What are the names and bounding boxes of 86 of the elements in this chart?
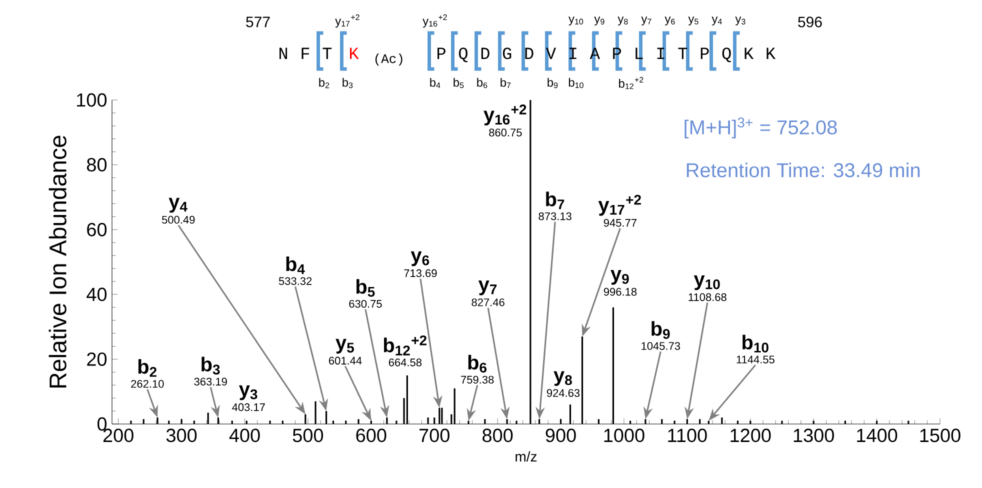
text: y$_{17}$+2 bbox=[335, 14, 360, 28]
annotation: 664.58 bbox=[388, 358, 422, 366]
annotation: 601.44 bbox=[328, 356, 362, 365]
text: 596 bbox=[798, 16, 822, 28]
text: 577 bbox=[246, 16, 270, 28]
text: (Ac) bbox=[375, 54, 402, 66]
x-tick-label: 200 bbox=[103, 428, 134, 442]
annotation: 262.10 bbox=[131, 380, 164, 388]
text: y$_{5}$ bbox=[688, 16, 698, 26]
annotation: y$_{5}$ bbox=[336, 338, 354, 354]
annotation: y$_{17}$+2 bbox=[598, 194, 641, 216]
text: b$_{5}$ bbox=[454, 78, 464, 88]
text: y$_{7}$ bbox=[641, 16, 652, 26]
text: y$_{10}$ bbox=[568, 16, 584, 26]
annotation: 533.32 bbox=[278, 277, 312, 285]
text: y$_{4}$ bbox=[712, 16, 722, 26]
y-tick-label: 0 bbox=[97, 417, 107, 431]
x-tick-label: 1100 bbox=[668, 428, 707, 442]
annotation: 924.63 bbox=[546, 389, 580, 397]
x-tick-label: 400 bbox=[229, 428, 260, 442]
annotation: b$_{5}$ bbox=[356, 279, 375, 297]
y-tick-label: 20 bbox=[87, 352, 107, 366]
text: b$_{12}$+2 bbox=[619, 76, 644, 90]
annotation: 860.75 bbox=[489, 128, 522, 136]
annotation: y$_{8}$ bbox=[554, 371, 572, 386]
text: y$_{9}$ bbox=[594, 16, 604, 26]
text: K bbox=[350, 48, 359, 59]
annotation: [M+H]$^{3+}$ = 752.08 bbox=[684, 118, 837, 138]
x-tick-label: 1200 bbox=[730, 428, 771, 442]
annotation: b$_{3}$ bbox=[202, 356, 220, 375]
y-tick-label: 40 bbox=[86, 288, 107, 302]
annotation: 1144.55 bbox=[736, 356, 774, 364]
x-tick-label: 500 bbox=[292, 428, 324, 442]
annotation: b$_{12}$+2 bbox=[384, 335, 426, 356]
text: y$_{3}$ bbox=[735, 16, 746, 26]
y-tick-label: 60 bbox=[87, 222, 107, 236]
x-tick-label: 600 bbox=[356, 428, 386, 442]
text: b$_{10}$ bbox=[568, 78, 584, 88]
annotation: 759.38 bbox=[461, 376, 494, 384]
annotation: y$_{4}$ bbox=[168, 198, 188, 213]
annotation: 873.13 bbox=[538, 212, 572, 220]
annotation: b$_{10}$ bbox=[742, 334, 768, 353]
annotation: 403.17 bbox=[232, 403, 265, 412]
text: b$_{4}$ bbox=[430, 78, 440, 88]
x-tick-label: 1400 bbox=[857, 428, 898, 442]
x-tick-label: 900 bbox=[546, 428, 576, 442]
x-tick-label: 1000 bbox=[604, 428, 644, 442]
x-tick-label: 300 bbox=[166, 428, 197, 442]
annotation: Retention Time: 33.49 min bbox=[686, 162, 920, 178]
annotation: y$_{3}$ bbox=[238, 385, 258, 400]
text: y$_{16}$+2 bbox=[422, 14, 447, 28]
x-tick-label: 1500 bbox=[920, 428, 960, 442]
y-axis-title: Relative Ion Abundance bbox=[48, 136, 66, 388]
annotation: b$_{6}$ bbox=[468, 354, 486, 373]
x-tick-label: 800 bbox=[482, 428, 513, 442]
y-tick-label: 80 bbox=[87, 158, 107, 172]
annotation: 945.77 bbox=[604, 218, 636, 227]
annotation: y$_{9}$ bbox=[610, 270, 629, 285]
annotation: 827.46 bbox=[472, 298, 504, 306]
annotation: y$_{7}$ bbox=[478, 280, 497, 296]
annotation: b$_{4}$ bbox=[286, 256, 305, 274]
annotation: 363.19 bbox=[194, 378, 227, 386]
annotation: 1045.73 bbox=[642, 342, 680, 350]
annotation: 630.75 bbox=[349, 300, 382, 308]
x-tick-label: 1300 bbox=[794, 428, 834, 442]
annotation: b$_{9}$ bbox=[652, 321, 670, 339]
annotation: 500.49 bbox=[162, 216, 195, 224]
annotation: b$_{2}$ bbox=[138, 359, 156, 377]
annotation: y$_{16}$+2 bbox=[484, 104, 526, 126]
text: y$_{8}$ bbox=[618, 16, 628, 26]
annotation: y$_{10}$ bbox=[694, 275, 720, 290]
text: N F T bbox=[280, 48, 332, 59]
annotation: y$_{6}$ bbox=[410, 251, 430, 266]
y-tick-label: 100 bbox=[77, 93, 107, 107]
x-axis-title: m/z bbox=[516, 451, 537, 462]
text: y$_{6}$ bbox=[664, 16, 675, 26]
text: b$_{2}$ bbox=[319, 78, 330, 88]
text: b$_{6}$ bbox=[477, 78, 488, 88]
text: b$_{3}$ bbox=[342, 78, 353, 88]
text: b$_{7}$ bbox=[500, 78, 511, 88]
annotation: b$_{7}$ bbox=[546, 192, 564, 210]
text: b$_{9}$ bbox=[548, 78, 558, 88]
annotation: 996.18 bbox=[604, 288, 637, 296]
annotation: 1108.68 bbox=[688, 293, 726, 302]
annotation: 713.69 bbox=[404, 269, 437, 278]
x-tick-label: 700 bbox=[419, 428, 450, 442]
